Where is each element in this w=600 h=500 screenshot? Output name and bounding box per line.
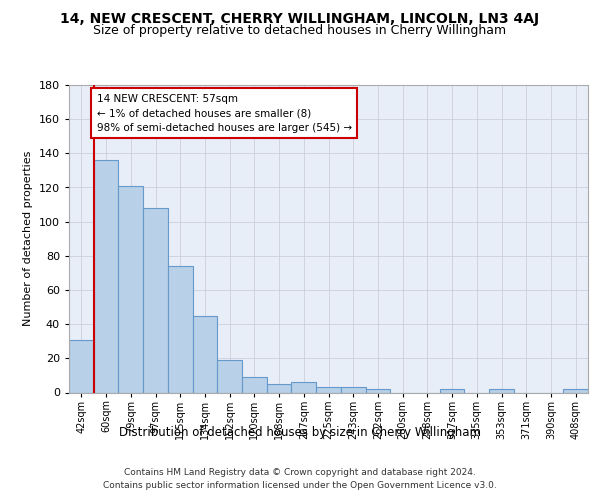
Bar: [69, 340, 94, 392]
Text: 14, NEW CRESCENT, CHERRY WILLINGHAM, LINCOLN, LN3 4AJ: 14, NEW CRESCENT, CHERRY WILLINGHAM, LIN…: [61, 12, 539, 26]
Bar: [217, 360, 242, 392]
Bar: [292, 382, 316, 392]
Text: Contains HM Land Registry data © Crown copyright and database right 2024.: Contains HM Land Registry data © Crown c…: [124, 468, 476, 477]
Text: 14 NEW CRESCENT: 57sqm
← 1% of detached houses are smaller (8)
98% of semi-detac: 14 NEW CRESCENT: 57sqm ← 1% of detached …: [97, 94, 352, 133]
Bar: [563, 389, 588, 392]
Bar: [242, 377, 267, 392]
Bar: [118, 186, 143, 392]
Bar: [267, 384, 292, 392]
Bar: [168, 266, 193, 392]
Bar: [94, 160, 118, 392]
Bar: [341, 388, 365, 392]
Text: Size of property relative to detached houses in Cherry Willingham: Size of property relative to detached ho…: [94, 24, 506, 37]
Text: Distribution of detached houses by size in Cherry Willingham: Distribution of detached houses by size …: [119, 426, 481, 439]
Bar: [365, 389, 390, 392]
Bar: [193, 316, 217, 392]
Text: Contains public sector information licensed under the Open Government Licence v3: Contains public sector information licen…: [103, 480, 497, 490]
Bar: [316, 388, 341, 392]
Bar: [143, 208, 168, 392]
Bar: [489, 389, 514, 392]
Bar: [440, 389, 464, 392]
Y-axis label: Number of detached properties: Number of detached properties: [23, 151, 33, 326]
